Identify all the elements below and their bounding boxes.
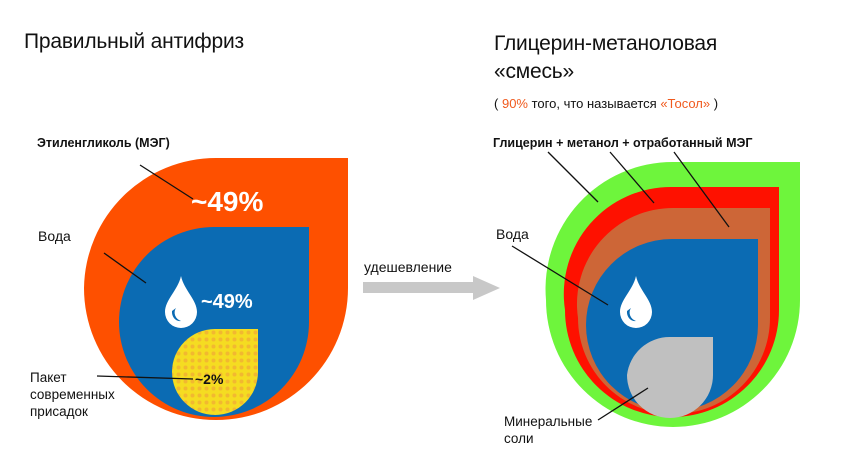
water-layer <box>119 227 309 417</box>
leader-water-right <box>511 245 609 306</box>
subtitle-close: ) <box>713 96 719 111</box>
subtitle-mid: того, что называется <box>531 96 657 111</box>
leader-water <box>103 252 147 284</box>
pct-meg: ~49% <box>191 186 264 217</box>
right-title-line1: Глицерин-метаноловая <box>494 32 718 55</box>
leader-meg <box>139 164 194 200</box>
right-title-line2: «смесь» <box>494 60 575 83</box>
arrow-right-icon <box>363 276 500 300</box>
label-meg: Этиленгликоль (МЭГ) <box>37 136 170 150</box>
leader-salts <box>597 387 649 421</box>
pct-additives: ~2% <box>195 371 224 387</box>
label-water: Вода <box>38 228 71 244</box>
right-drop-diagram <box>545 161 800 428</box>
label-salts: Минеральные соли <box>504 414 593 446</box>
leader-additives <box>96 375 194 380</box>
additives-layer <box>172 329 258 415</box>
right-subtitle: ( 90% того, что называется «Тосол» ) <box>494 96 718 111</box>
label-water-right: Вода <box>496 226 529 242</box>
left-title: Правильный антифриз <box>24 30 244 53</box>
left-drop-diagram <box>84 157 348 420</box>
label-additives: Пакет современных присадок <box>30 370 115 419</box>
label-mix: Глицерин + метанол + отработанный МЭГ <box>493 136 753 150</box>
subtitle-pct: 90% <box>501 96 528 111</box>
subtitle-name: «Тосол» <box>660 96 711 111</box>
leader-mix-brown <box>673 151 730 228</box>
leader-mix-red <box>609 151 655 204</box>
subtitle-open: ( <box>494 96 499 111</box>
arrow-label: удешевление <box>364 259 452 275</box>
pct-water: ~49% <box>201 291 253 313</box>
leader-mix-green <box>547 151 599 203</box>
salts-layer <box>627 336 713 418</box>
